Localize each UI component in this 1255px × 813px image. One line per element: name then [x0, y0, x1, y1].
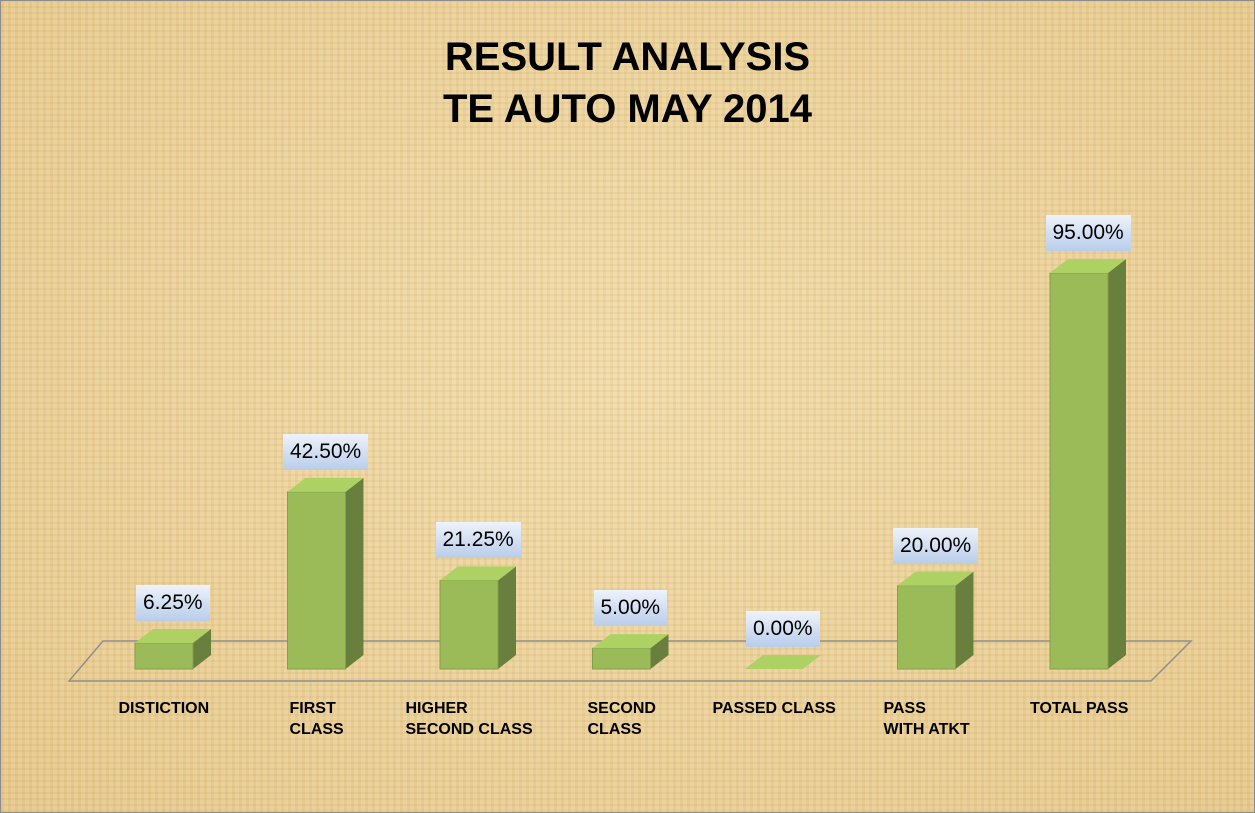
bar-side: [193, 628, 211, 669]
value-label: 42.50%: [283, 433, 369, 470]
bar-top: [135, 628, 211, 643]
bar: [287, 477, 364, 670]
value-label: 21.25%: [435, 522, 521, 559]
value-label: 20.00%: [893, 527, 979, 564]
value-label: 0.00%: [746, 611, 820, 647]
bar: [592, 634, 669, 670]
bar-top: [745, 655, 821, 669]
bar-top: [592, 634, 669, 649]
bar-front: [592, 647, 651, 670]
x-tick-label: TOTAL PASS: [1030, 700, 1129, 717]
bar-side: [955, 571, 974, 669]
value-label: 6.25%: [136, 584, 210, 621]
value-label: 5.00%: [593, 590, 668, 627]
value-label: 95.00%: [1045, 215, 1131, 251]
chart-title: RESULT ANALYSIS TE AUTO MAY 2014: [442, 35, 813, 131]
bar-front: [897, 585, 956, 670]
bar-top: [440, 566, 516, 581]
bar-top: [287, 477, 364, 492]
bar-front: [439, 579, 499, 670]
bar-front: [287, 491, 346, 670]
bar: [439, 566, 516, 670]
bar-side: [498, 566, 516, 669]
bar: [1049, 259, 1126, 670]
bar-front: [1049, 272, 1109, 670]
x-tick-label: DISTICTION: [118, 700, 210, 717]
bar: [134, 628, 211, 670]
x-tick-label: FIRST CLASS: [289, 700, 344, 738]
bar: [897, 571, 974, 670]
bar: [745, 655, 821, 669]
x-tick-label: HIGHER SECOND CLASS: [405, 700, 533, 738]
x-tick-label: PASSED CLASS: [712, 700, 836, 717]
bar-side: [650, 634, 669, 669]
bar-top: [897, 571, 974, 586]
bar-side: [345, 477, 364, 669]
bar-top: [1050, 259, 1126, 273]
x-tick-label: SECOND CLASS: [587, 700, 656, 738]
bar-front: [134, 642, 194, 670]
x-tick-label: PASS WITH ATKT: [883, 700, 970, 738]
bar-side: [1108, 259, 1126, 669]
floor: [67, 640, 1193, 682]
